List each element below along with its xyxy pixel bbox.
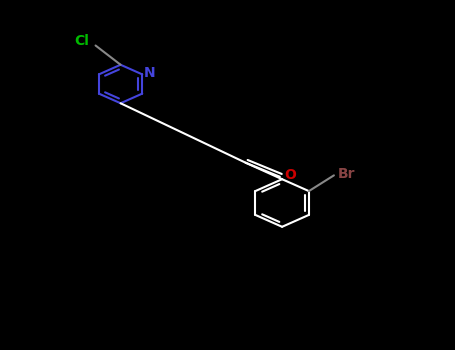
Text: N: N <box>143 66 155 80</box>
Text: Br: Br <box>338 167 355 181</box>
Text: O: O <box>284 168 296 182</box>
Text: Cl: Cl <box>75 34 89 48</box>
